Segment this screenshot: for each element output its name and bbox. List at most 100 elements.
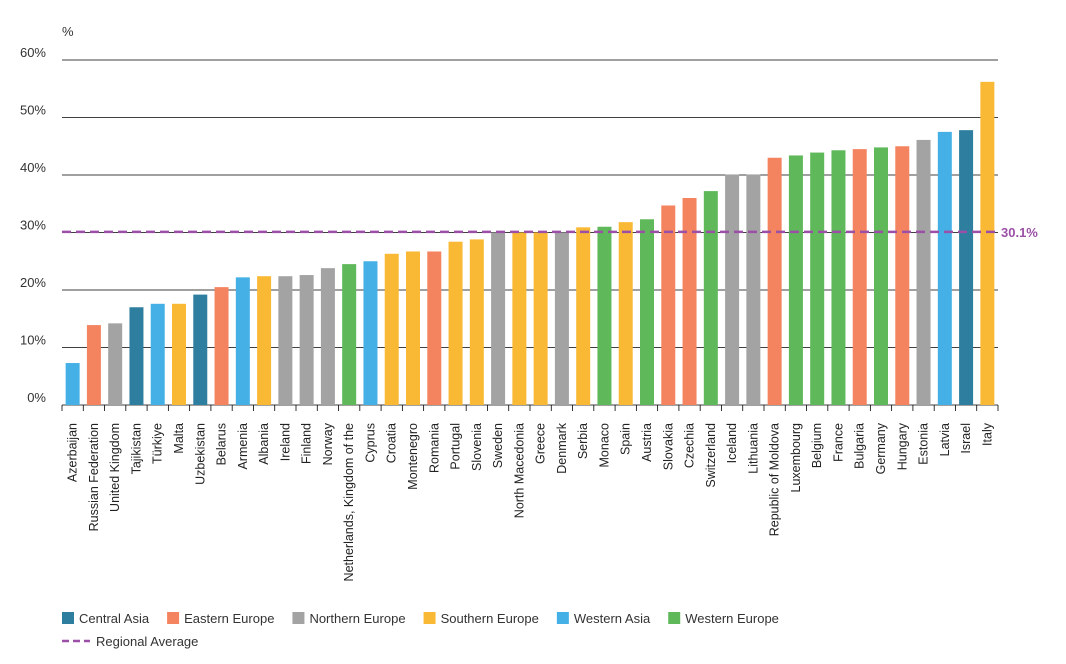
bar-monaco xyxy=(597,226,612,405)
x-tick-label-malta: Malta xyxy=(172,423,186,454)
x-tick-label-serbia: Serbia xyxy=(576,423,590,459)
legend-label-southern-europe: Southern Europe xyxy=(441,611,539,626)
x-tick-label-spain: Spain xyxy=(619,423,633,455)
bars xyxy=(65,81,995,406)
x-tick-label-bulgaria: Bulgaria xyxy=(853,423,867,469)
bar-armenia xyxy=(235,277,250,405)
x-tick-label-lithuania: Lithuania xyxy=(746,423,760,474)
bar-italy xyxy=(980,81,995,405)
x-tick-label-azerbaijan: Azerbaijan xyxy=(66,423,80,482)
x-tick-label-luxembourg: Luxembourg xyxy=(789,423,803,493)
bar-spain xyxy=(618,222,633,405)
bar-iceland xyxy=(725,174,740,405)
x-axis-ticks: Azerbaijan Russian Federation United Kingd… xyxy=(61,405,999,581)
x-tick-label-greece: Greece xyxy=(534,423,548,464)
bar-austria xyxy=(640,219,654,405)
bar-united-kingdom xyxy=(108,323,123,405)
x-tick-label-sweden: Sweden xyxy=(491,423,505,468)
bar-greece xyxy=(533,232,548,405)
x-tick-label-belarus: Belarus xyxy=(215,423,229,465)
average-line-group: 30.1% xyxy=(62,225,1038,240)
legend-swatch-southern-europe xyxy=(423,612,436,624)
legend-swatch-central-asia xyxy=(62,612,74,624)
x-tick-label-republic-of-moldova: Republic of Moldova xyxy=(768,423,782,536)
x-tick-label-monaco: Monaco xyxy=(597,423,611,468)
x-tick-label-albania: Albania xyxy=(257,423,271,465)
x-tick-label-portugal: Portugal xyxy=(449,423,463,470)
y-tick-label: 20% xyxy=(20,275,46,290)
x-tick-label-norway: Norway xyxy=(321,422,335,465)
legend-swatch-northern-europe xyxy=(292,612,305,624)
x-tick-label-ireland: Ireland xyxy=(278,423,292,461)
bar-germany xyxy=(874,147,888,405)
bar-albania xyxy=(257,276,272,405)
x-tick-label-germany: Germany xyxy=(874,422,888,474)
x-tick-label-slovenia: Slovenia xyxy=(470,423,484,471)
y-tick-label: 10% xyxy=(20,333,46,348)
x-tick-label-austria: Austria xyxy=(640,423,654,462)
bar-estonia xyxy=(916,139,931,406)
x-tick-label-croatia: Croatia xyxy=(385,423,399,463)
x-tick-label-north-macedonia: North Macedonia xyxy=(512,423,526,518)
bar-malta xyxy=(172,303,186,405)
bar-norway xyxy=(320,268,335,405)
y-axis-unit: % xyxy=(62,24,74,39)
bar-republic-of-moldova xyxy=(767,157,782,405)
bar-lithuania xyxy=(746,174,761,405)
x-tick-label-cyprus: Cyprus xyxy=(363,423,377,463)
x-tick-label-slovakia: Slovakia xyxy=(661,423,675,470)
bar-latvia xyxy=(937,131,952,405)
x-tick-label-hungary: Hungary xyxy=(895,422,909,470)
x-tick-label-united-kingdom: United Kingdom xyxy=(108,423,122,512)
x-tick-label-uzbekistan: Uzbekistan xyxy=(193,423,207,485)
bar-cyprus xyxy=(363,261,378,405)
y-axis-ticks: 0% 10% 20% 30% 40% 50% 60% xyxy=(20,45,46,405)
x-tick-label-montenegro: Montenegro xyxy=(406,423,420,490)
x-tick-label-turkiye: Türkiye xyxy=(151,423,165,464)
y-tick-label: 50% xyxy=(20,103,46,118)
x-tick-label-netherlands-kingdom-of-the: Netherlands, Kingdom of the xyxy=(342,423,356,581)
bar-croatia xyxy=(384,253,399,405)
x-tick-label-latvia: Latvia xyxy=(938,423,952,456)
legend-swatch-eastern-europe xyxy=(167,612,180,624)
legend: Central Asia Eastern Europe Northern Europ… xyxy=(62,611,779,649)
legend-swatch-western-asia xyxy=(556,612,569,624)
x-tick-label-estonia: Estonia xyxy=(917,423,931,465)
legend-label-regional-average: Regional Average xyxy=(96,634,198,649)
legend-label-northern-europe: Northern Europe xyxy=(309,611,405,626)
x-tick-label-italy: Italy xyxy=(980,422,994,446)
y-tick-label: 0% xyxy=(27,390,46,405)
x-tick-label-tajikistan: Tajikistan xyxy=(129,423,143,474)
legend-label-western-asia: Western Asia xyxy=(574,611,651,626)
bar-montenegro xyxy=(406,251,420,405)
bar-belgium xyxy=(810,152,825,405)
bar-czechia xyxy=(682,198,697,405)
x-tick-label-denmark: Denmark xyxy=(555,422,569,473)
x-tick-label-switzerland: Switzerland xyxy=(704,423,718,488)
y-tick-label: 60% xyxy=(20,45,46,60)
legend-label-western-europe: Western Europe xyxy=(685,611,779,626)
y-tick-label: 40% xyxy=(20,160,46,175)
bar-slovakia xyxy=(661,205,676,405)
x-tick-label-iceland: Iceland xyxy=(725,423,739,463)
bar-tajikistan xyxy=(129,307,144,405)
bar-north-macedonia xyxy=(512,232,527,405)
bar-hungary xyxy=(895,146,910,405)
bar-uzbekistan xyxy=(193,294,208,405)
average-value-label: 30.1% xyxy=(1001,225,1038,240)
bar-sweden xyxy=(491,232,506,405)
bar-slovenia xyxy=(469,239,484,405)
x-tick-label-czechia: Czechia xyxy=(683,423,697,468)
bar-netherlands-kingdom-of-the xyxy=(342,264,357,405)
legend-label-eastern-europe: Eastern Europe xyxy=(184,611,274,626)
bar-israel xyxy=(959,130,974,405)
bar-russian-federation xyxy=(86,325,101,405)
x-tick-label-armenia: Armenia xyxy=(236,423,250,470)
bar-bulgaria xyxy=(852,149,867,405)
x-tick-label-france: France xyxy=(831,423,845,462)
x-tick-label-romania: Romania xyxy=(427,423,441,473)
x-tick-label-belgium: Belgium xyxy=(810,423,824,468)
x-tick-label-russian-federation: Russian Federation xyxy=(87,423,101,531)
bar-finland xyxy=(299,275,314,405)
